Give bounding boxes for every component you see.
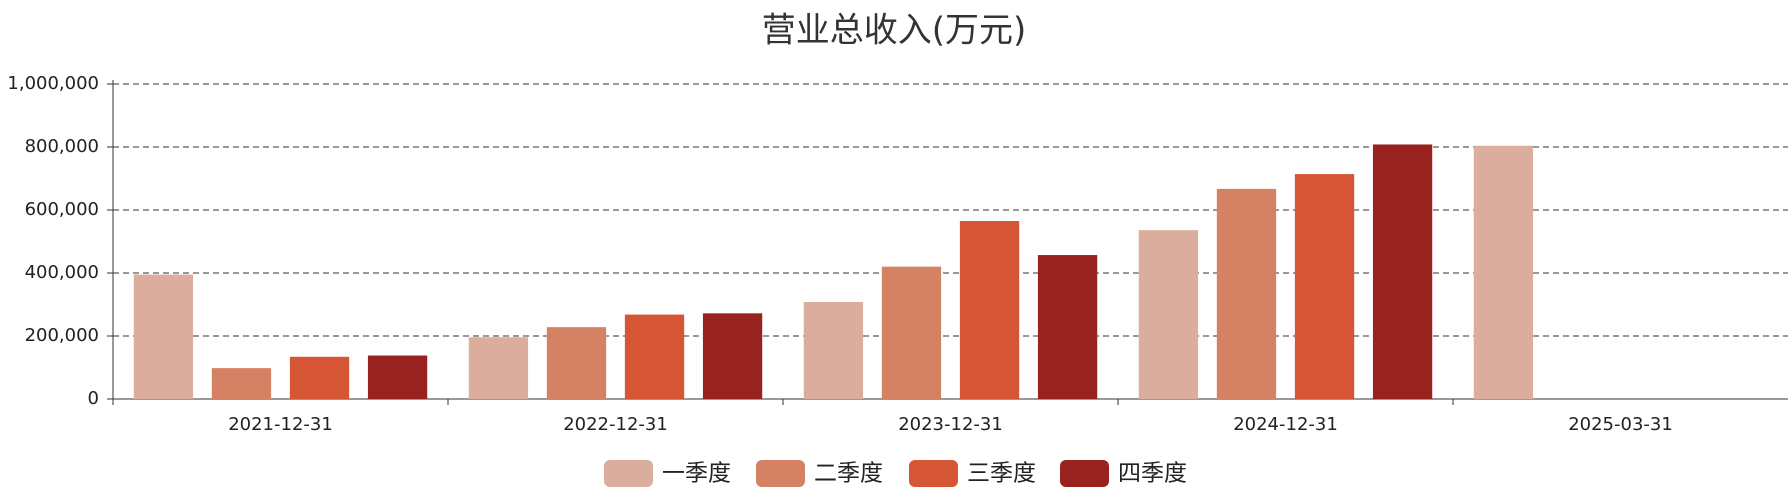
chart-title: 营业总收入(万元): [762, 11, 1027, 51]
legend-text: 二季度: [814, 461, 883, 487]
legend-text: 三季度: [967, 461, 1036, 487]
y-tick-label: 600,000: [25, 199, 99, 220]
bar: [468, 337, 529, 399]
legend-swatch: [756, 460, 805, 487]
x-tick-label: 2022-12-31: [563, 414, 668, 435]
y-tick-label: 1,000,000: [7, 73, 99, 94]
y-tick-label: 200,000: [25, 325, 99, 346]
bar: [1037, 255, 1098, 399]
bar: [881, 266, 942, 399]
bar: [959, 221, 1020, 399]
bar: [803, 301, 864, 399]
bar: [289, 356, 350, 399]
bar: [1216, 188, 1277, 399]
legend-text: 四季度: [1118, 461, 1187, 487]
bar: [211, 368, 272, 399]
x-tick-label: 2025-03-31: [1568, 414, 1673, 435]
bar: [367, 355, 428, 399]
legend-swatch: [909, 460, 958, 487]
legend-text: 一季度: [662, 461, 731, 487]
bar: [702, 313, 763, 399]
x-tick-label: 2023-12-31: [898, 414, 1003, 435]
x-tick-label: 2024-12-31: [1233, 414, 1338, 435]
bar: [546, 327, 607, 399]
bar: [1372, 144, 1433, 399]
x-tick-label: 2021-12-31: [228, 414, 333, 435]
bar: [133, 274, 194, 399]
bar: [1473, 145, 1534, 399]
legend-swatch: [1060, 460, 1109, 487]
bar: [624, 314, 685, 399]
y-tick-label: 400,000: [25, 262, 99, 283]
bar: [1138, 230, 1199, 399]
y-tick-label: 0: [88, 388, 99, 409]
legend-swatch: [604, 460, 653, 487]
y-tick-label: 800,000: [25, 136, 99, 157]
bar: [1294, 174, 1355, 399]
